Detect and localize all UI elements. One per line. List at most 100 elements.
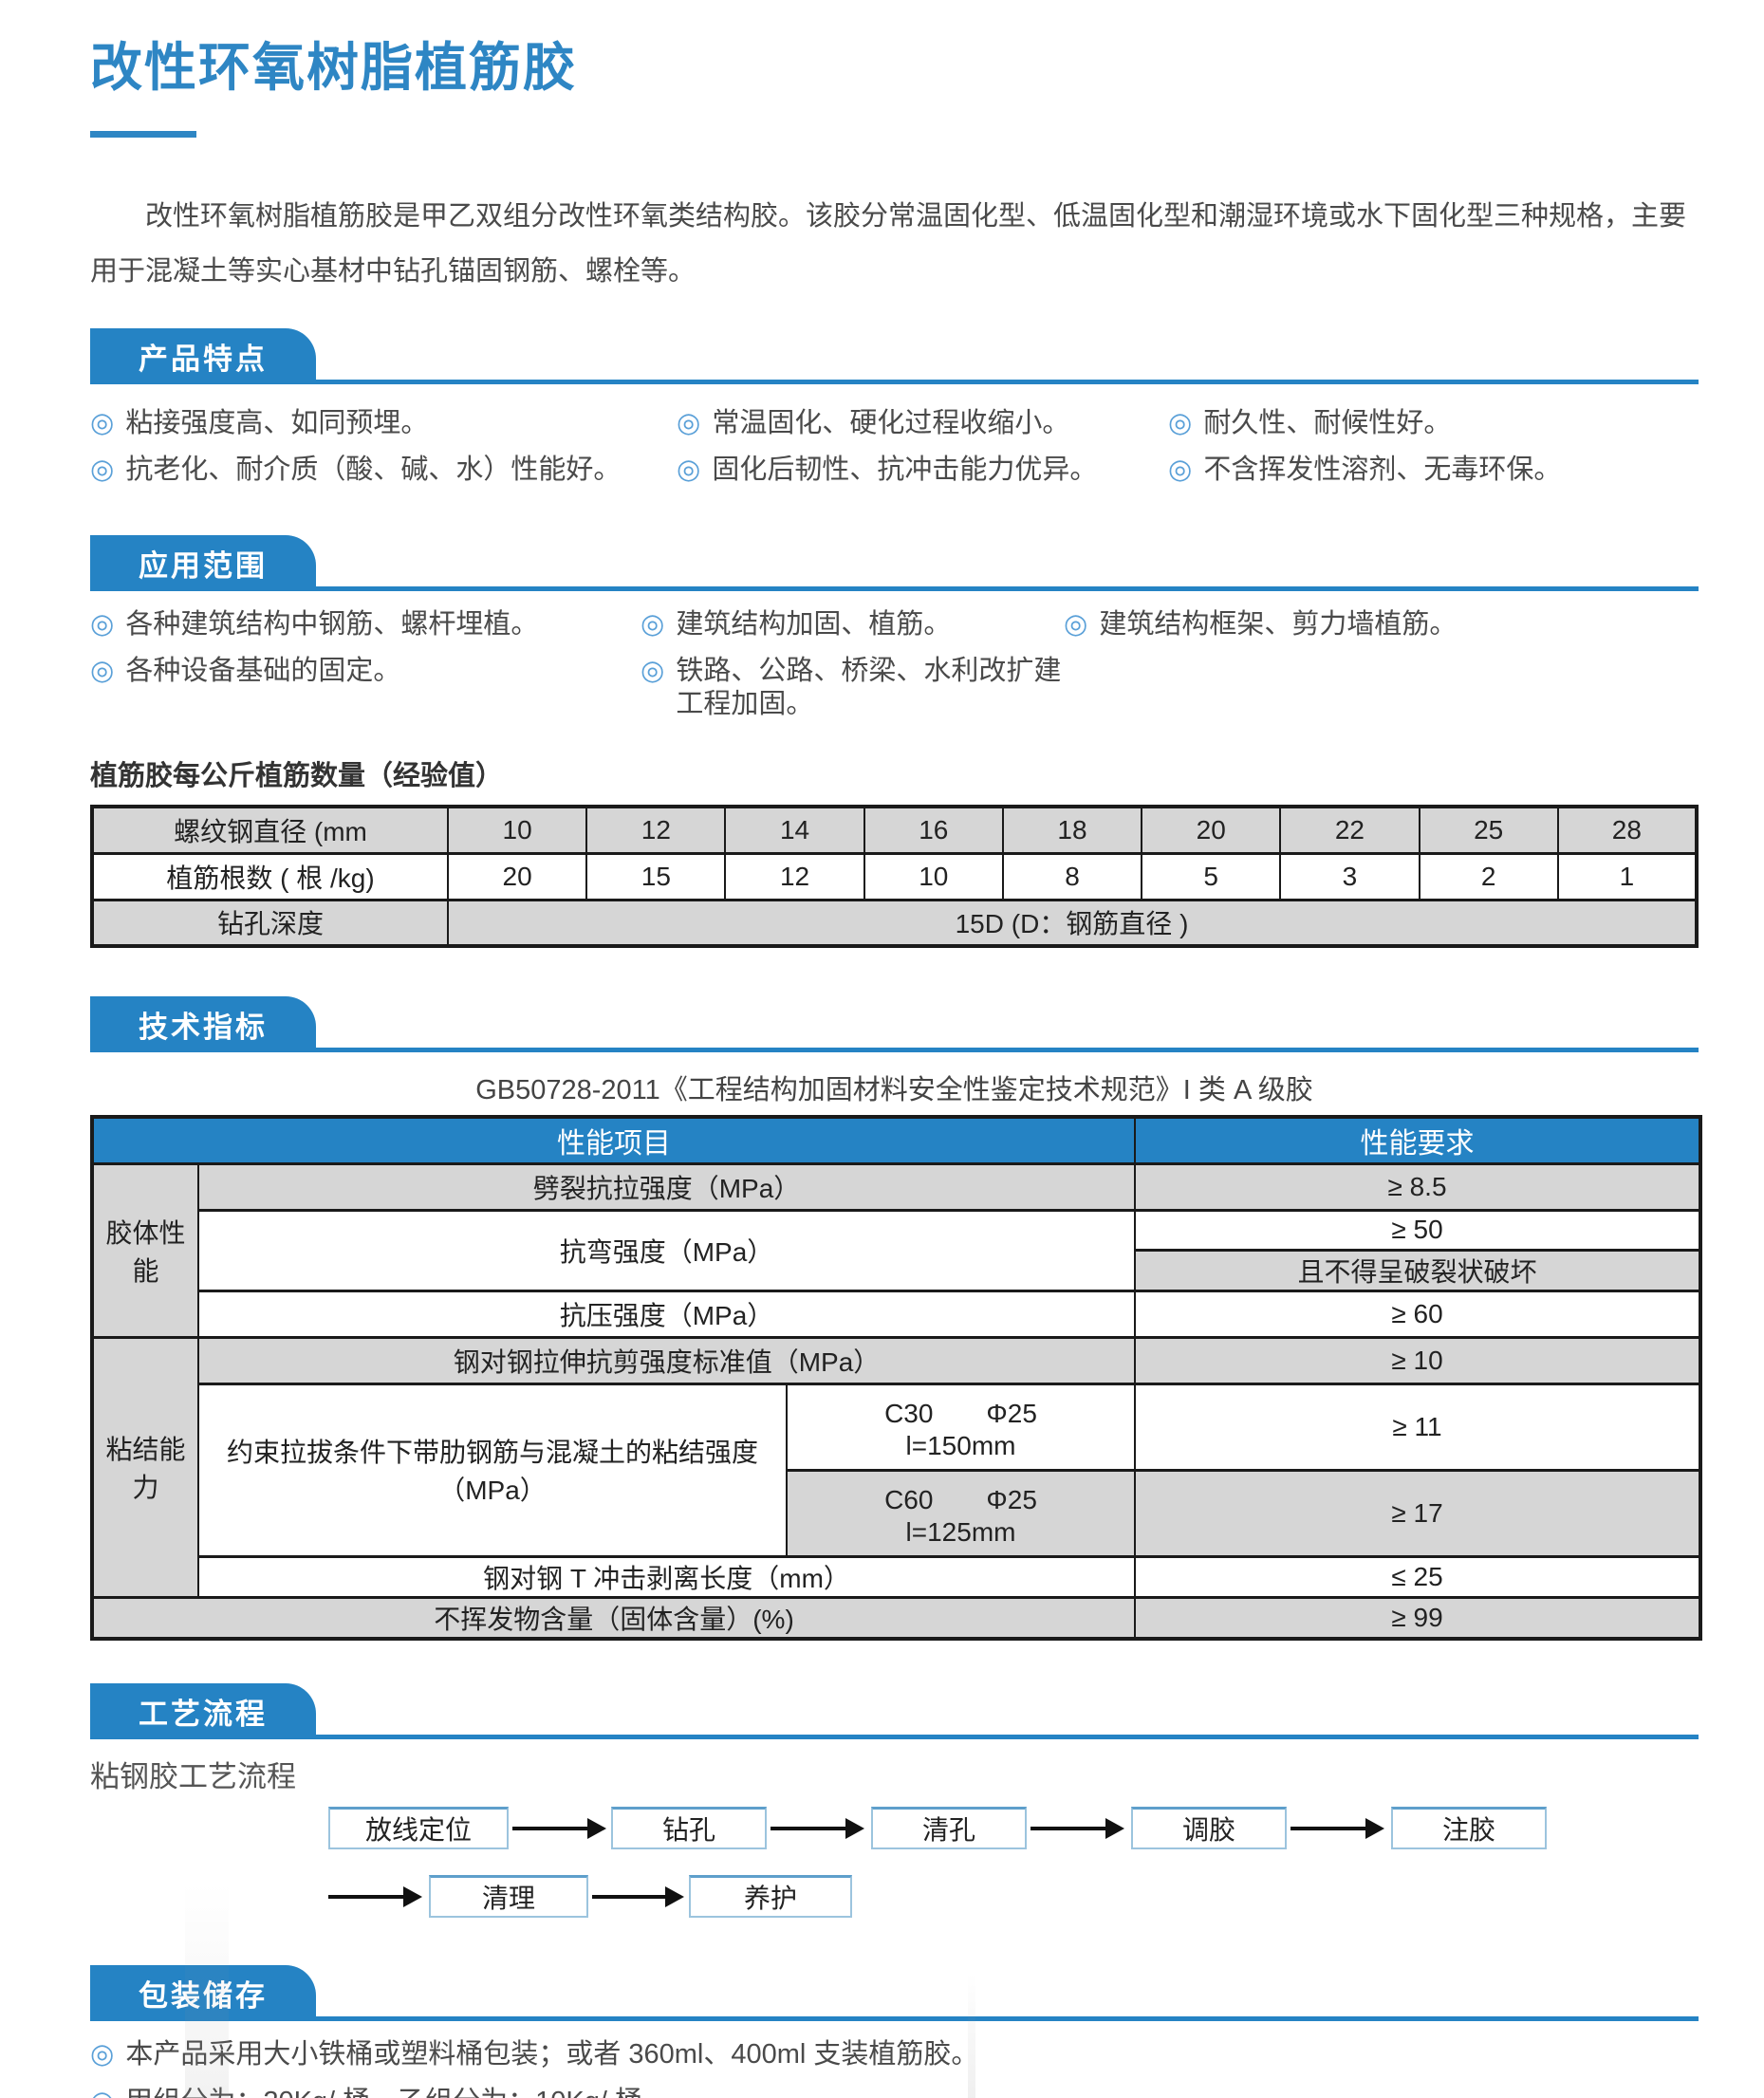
arrow-right-icon xyxy=(328,1885,422,1907)
property-name-bond: 约束拉拔条件下带肋钢筋与混凝土的粘结强度 （MPa） xyxy=(197,1382,788,1558)
watermark-sketch xyxy=(185,1884,229,2098)
arrow-right-icon xyxy=(592,1885,684,1907)
requirement-value: ≥ 11 xyxy=(1134,1382,1701,1472)
group-label-adhesive: 胶体性能 xyxy=(91,1161,199,1339)
application-text: 铁路、公路、桥梁、水利改扩建工程加固。 xyxy=(676,656,1062,719)
section-badge-applications: 应用范围 xyxy=(90,535,316,591)
packaging-list: ◎ 本产品采用大小铁桶或塑料桶包装；或者 360ml、400ml 支装植筋胶。 ◎… xyxy=(90,2038,1699,2098)
arrow-right-icon xyxy=(1031,1817,1124,1839)
list-item: ◎ 建筑结构框架、剪力墙植筋。 xyxy=(1064,608,1699,641)
dosage-table-label: 植筋胶每公斤植筋数量（经验值） xyxy=(90,761,504,791)
table-cell: 1 xyxy=(1556,851,1699,901)
page-title: 改性环氧树脂植筋胶 xyxy=(90,38,578,97)
condition-line: l=125mm xyxy=(905,1516,1016,1547)
process-subtitle: 粘钢胶工艺流程 xyxy=(90,1759,296,1793)
intro-paragraph: 改性环氧树脂植筋胶是甲乙双组分改性环氧类结构胶。该胶分常温固化型、低温固化型和潮… xyxy=(90,201,1687,287)
list-item: ◎ 甲组分为：20Kg/ 桶，乙组分为：10Kg/ 桶。 xyxy=(90,2086,1699,2098)
row-header-count: 植筋根数 ( 根 /kg) xyxy=(91,851,449,901)
list-item: ◎ 铁路、公路、桥梁、水利改扩建工程加固。 xyxy=(641,655,1064,721)
content-column: 改性环氧树脂植筋胶 改性环氧树脂植筋胶是甲乙双组分改性环氧类结构胶。该胶分常温固… xyxy=(90,0,1702,2098)
table-cell: 18 xyxy=(1001,805,1143,855)
empty-cell xyxy=(1064,655,1699,721)
bullseye-icon: ◎ xyxy=(1168,455,1193,485)
section-header-applications: 应用范围 xyxy=(90,535,1699,591)
table-cell: 8 xyxy=(1001,851,1143,901)
table-cell: 20 xyxy=(1141,805,1282,855)
application-text: 建筑结构加固、植筋。 xyxy=(676,609,952,640)
section-header-packaging: 包装储存 xyxy=(90,1964,1699,2021)
bullseye-icon: ◎ xyxy=(677,408,701,438)
bullseye-icon: ◎ xyxy=(1168,408,1193,438)
list-item: ◎ 耐久性、耐候性好。 xyxy=(1168,407,1699,440)
feature-text: 粘接强度高、如同预埋。 xyxy=(125,408,429,438)
flow-step: 钻孔 xyxy=(611,1806,767,1849)
condition-line: C60 Φ25 xyxy=(884,1484,1037,1514)
arrow-right-icon xyxy=(1291,1817,1384,1839)
property-name: 劈裂抗拉强度（MPa） xyxy=(197,1161,1136,1212)
list-item: ◎ 抗老化、耐介质（酸、碱、水）性能好。 xyxy=(90,454,677,487)
flow-step: 调胶 xyxy=(1131,1806,1287,1849)
property-name: 不挥发物含量（固体含量）(%) xyxy=(91,1595,1136,1640)
bullseye-icon: ◎ xyxy=(90,2038,115,2070)
list-item: ◎ 各种设备基础的固定。 xyxy=(90,655,641,721)
flow-step: 清孔 xyxy=(871,1806,1027,1849)
requirement-value: ≥ 8.5 xyxy=(1134,1161,1701,1212)
table-cell: 12 xyxy=(585,805,727,855)
bullseye-icon: ◎ xyxy=(90,455,115,485)
table-cell: 12 xyxy=(724,851,865,901)
condition-line: C30 Φ25 xyxy=(884,1398,1037,1428)
list-item: ◎ 固化后韧性、抗冲击能力优异。 xyxy=(677,454,1168,487)
bullseye-icon: ◎ xyxy=(1064,609,1088,640)
table-cell: 10 xyxy=(446,805,588,855)
table-cell: 28 xyxy=(1556,805,1699,855)
flow-step: 放线定位 xyxy=(328,1806,509,1849)
property-name: 钢对钢 T 冲击剥离长度（mm） xyxy=(197,1554,1136,1599)
section-badge-features: 产品特点 xyxy=(90,328,316,384)
requirement-value: ≥ 50 xyxy=(1134,1208,1701,1252)
column-header-requirement: 性能要求 xyxy=(1134,1115,1701,1165)
table-cell: 2 xyxy=(1418,851,1559,901)
watermark-sketch xyxy=(968,1974,975,2098)
requirement-value: 且不得呈破裂状破坏 xyxy=(1134,1248,1701,1292)
table-cell-depth-value: 15D (D：钢筋直径 ) xyxy=(447,898,1698,948)
property-name: 抗弯强度（MPa） xyxy=(197,1208,1136,1292)
requirement-value: ≥ 17 xyxy=(1134,1468,1701,1558)
process-flowchart: 放线定位 钻孔 清孔 调胶 注胶 清理 养护 xyxy=(90,1797,1699,1928)
list-item: ◎ 各种建筑结构中钢筋、螺杆埋植。 xyxy=(90,608,641,641)
table-cell: 20 xyxy=(446,851,588,901)
property-name: 抗压强度（MPa） xyxy=(197,1289,1136,1339)
packaging-text: 本产品采用大小铁桶或塑料桶包装；或者 360ml、400ml 支装植筋胶。 xyxy=(125,2038,979,2070)
property-name-line: （MPa） xyxy=(438,1476,547,1505)
standard-caption: GB50728-2011《工程结构加固材料安全性鉴定技术规范》I 类 A 级胶 xyxy=(475,1075,1313,1105)
features-list: ◎ 粘接强度高、如同预埋。 ◎ 常温固化、硬化过程收缩小。 ◎ 耐久性、耐候性好。 ◎… xyxy=(90,407,1699,487)
row-header-depth: 钻孔深度 xyxy=(91,898,449,948)
flow-step: 注胶 xyxy=(1391,1806,1547,1849)
list-item: ◎ 常温固化、硬化过程收缩小。 xyxy=(677,407,1168,440)
group-label-bonding: 粘结能力 xyxy=(91,1335,199,1599)
bullseye-icon: ◎ xyxy=(641,609,665,640)
arrow-right-icon xyxy=(512,1817,606,1839)
table-cell: 5 xyxy=(1141,851,1282,901)
table-cell: 15 xyxy=(585,851,727,901)
property-name: 钢对钢拉伸抗剪强度标准值（MPa） xyxy=(197,1335,1136,1385)
application-text: 建筑结构框架、剪力墙植筋。 xyxy=(1099,609,1458,640)
section-header-process: 工艺流程 xyxy=(90,1682,1699,1739)
feature-text: 抗老化、耐介质（酸、碱、水）性能好。 xyxy=(125,455,622,485)
applications-list: ◎ 各种建筑结构中钢筋、螺杆埋植。 ◎ 建筑结构加固、植筋。 ◎ 建筑结构框架、剪力墙… xyxy=(90,608,1699,721)
requirement-value: ≥ 60 xyxy=(1134,1289,1701,1339)
row-header-diameter: 螺纹钢直径 (mm xyxy=(91,805,449,855)
bullseye-icon: ◎ xyxy=(90,609,115,640)
requirement-value: ≥ 99 xyxy=(1134,1595,1701,1640)
list-item: ◎ 本产品采用大小铁桶或塑料桶包装；或者 360ml、400ml 支装植筋胶。 xyxy=(90,2038,1699,2071)
feature-text: 常温固化、硬化过程收缩小。 xyxy=(712,408,1070,438)
section-badge-packaging: 包装储存 xyxy=(90,1964,316,2021)
section-header-features: 产品特点 xyxy=(90,328,1699,384)
table-cell: 22 xyxy=(1279,805,1420,855)
flow-step: 清理 xyxy=(429,1874,588,1918)
bullseye-icon: ◎ xyxy=(677,455,701,485)
table-cell: 10 xyxy=(863,851,1004,901)
requirement-value: ≤ 25 xyxy=(1134,1554,1701,1599)
bullseye-icon: ◎ xyxy=(90,408,115,438)
arrow-right-icon xyxy=(771,1817,864,1839)
dosage-table: 螺纹钢直径 (mm 10 12 14 16 18 20 22 25 28 植筋根… xyxy=(90,805,1699,948)
